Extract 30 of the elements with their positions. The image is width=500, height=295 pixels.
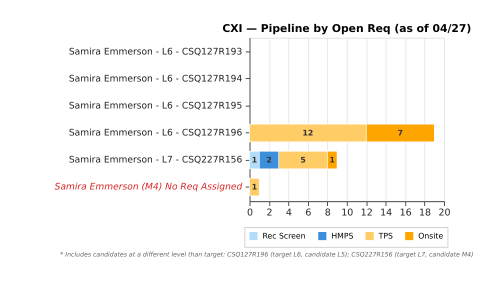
data-label: 2 [266,156,272,165]
legend-label: Onsite [418,232,444,241]
y-tick-label: Samira Emmerson - L6 - CSQ127R193 [68,48,242,58]
y-tick-label: Samira Emmerson (M4) No Req Assigned [54,182,242,193]
x-tick-label: 4 [286,207,292,218]
x-tick-label: 2 [266,207,272,218]
bar [249,178,260,196]
legend-label: HMPS [331,232,354,241]
legend-label: Rec Screen [262,232,306,241]
data-label: 7 [398,128,403,138]
data-label: 12 [302,128,314,138]
x-tick-label: 0 [246,207,254,218]
x-tick-label: 6 [305,207,312,218]
y-tick-label: Samira Emmerson - L6 - CSQ127R195 [68,102,242,112]
y-tick-label: Samira Emmerson - L7 - CSQ227R156 [68,156,242,166]
y-tick-label: Samira Emmerson - L6 - CSQ127R194 [68,74,242,85]
data-label: 1 [252,182,258,192]
chart-title: CXI — Pipeline by Open Req (as of 04/27) [222,22,472,36]
x-tick-label: 20 [438,207,451,218]
x-tick-label: 12 [360,207,373,218]
legend-label: TPS [378,232,394,241]
y-tick-label: Samira Emmerson - L6 - CSQ127R196 [68,128,242,139]
data-label: 1 [330,156,335,165]
x-tick-label: 14 [380,207,392,218]
data-label: 1 [252,156,258,165]
data-label: 5 [300,156,306,165]
x-tick-label: 8 [324,207,331,218]
x-tick-label: 18 [419,207,432,218]
x-tick-label: 10 [341,207,354,218]
x-tick-label: 16 [400,207,412,218]
